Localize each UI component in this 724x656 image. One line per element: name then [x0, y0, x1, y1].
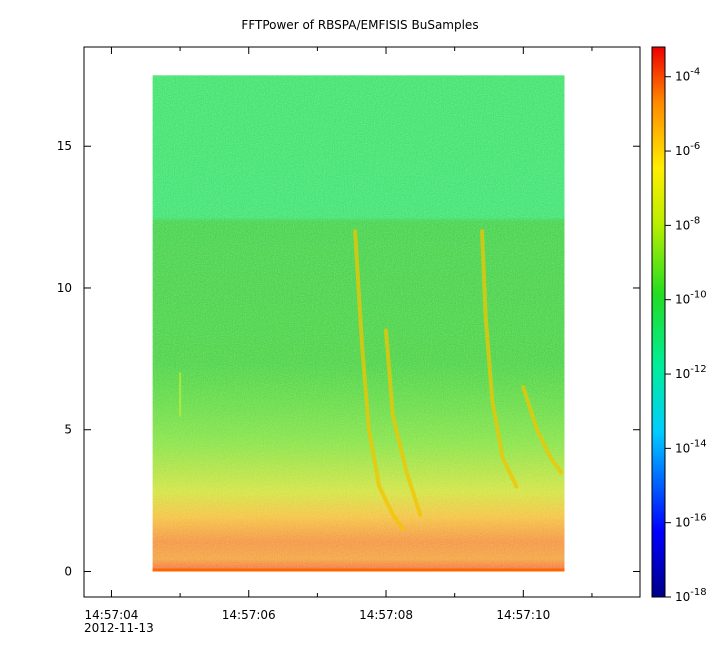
x-tick-label: 14:57:08 — [359, 608, 413, 622]
chart-title: FFTPower of RBSPA/EMFISIS BuSamples — [241, 18, 478, 32]
colorbar-axis: 10-4 10-6 10-8 10-10 10-12 10-14 10-16 10-18 — [665, 67, 707, 604]
spectrogram-feature-4 — [521, 385, 564, 475]
colorbar-tick-label: 10-14 — [675, 438, 707, 455]
colorbar — [651, 46, 666, 598]
colorbar-tick-label: 10-12 — [675, 364, 707, 381]
spectrogram-feature-2 — [384, 328, 423, 517]
y-axis: 0 5 10 15 — [57, 139, 640, 578]
x-tick-label: 14:57:10 — [496, 608, 550, 622]
y-tick-label: 5 — [64, 423, 72, 437]
spectrogram-feature-3 — [480, 229, 519, 489]
heatmap-bottom-band — [152, 568, 565, 572]
y-tick-label: 15 — [57, 139, 72, 153]
x-tick-label: 14:57:04 — [85, 608, 139, 622]
y-tick-label: 0 — [64, 564, 72, 578]
colorbar-tick-label: 10-16 — [675, 513, 707, 530]
heatmap-block — [152, 75, 565, 572]
colorbar-tick-label: 10-10 — [675, 290, 707, 307]
plot-frame — [83, 46, 641, 598]
colorbar-tick-label: 10-18 — [675, 587, 707, 604]
x-tick-label: 14:57:06 — [222, 608, 276, 622]
colorbar-tick-label: 10-4 — [675, 67, 700, 84]
colorbar-tick-label: 10-6 — [675, 141, 700, 158]
x-axis: 14:57:04 14:57:06 14:57:08 14:57:10 — [85, 47, 593, 622]
spectrogram-features — [179, 229, 564, 531]
y-tick-label: 10 — [57, 281, 72, 295]
spectrogram-feature-1 — [353, 229, 406, 531]
x-date-label: 2012-11-13 — [84, 621, 154, 635]
spectrogram-heatmap — [152, 75, 565, 572]
colorbar-tick-label: 10-8 — [675, 215, 700, 232]
